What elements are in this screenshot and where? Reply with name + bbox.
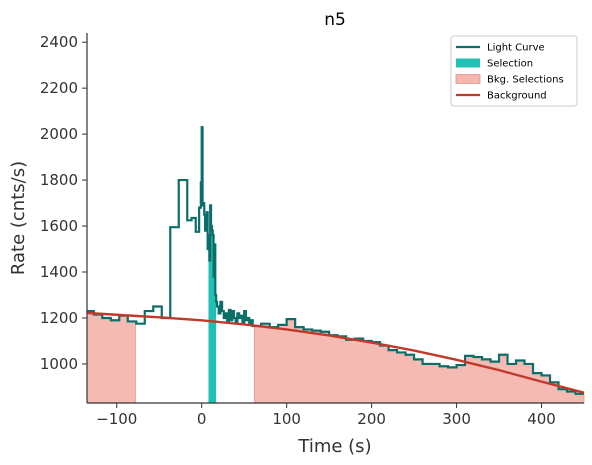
y-tick-label: 1600 (40, 217, 78, 235)
y-tick-label: 1800 (40, 171, 78, 189)
legend-label: Selection (487, 59, 533, 70)
x-ticks: −100 0 100 200 300 400 (96, 403, 556, 428)
legend: Light Curve Selection Bkg. Selections Backg… (450, 35, 578, 107)
legend-swatch (456, 58, 480, 68)
legend-swatch (455, 74, 481, 84)
bkg-selection-region-1 (86, 310, 136, 404)
y-tick-label: 2400 (40, 33, 78, 51)
y-ticks: 1000 1200 1400 1600 1800 2000 2200 2400 (40, 33, 87, 373)
y-tick-label: 1400 (40, 263, 78, 281)
light-curve-series (87, 126, 584, 395)
x-axis-label: Time (s) (297, 436, 371, 457)
y-tick-label: 1000 (40, 355, 78, 373)
y-tick-label: 2000 (40, 125, 78, 143)
legend-label: Background (487, 91, 547, 102)
y-tick-label: 2200 (40, 79, 78, 97)
y-tick-label: 1200 (40, 309, 78, 327)
light-curve-layer (87, 126, 584, 395)
x-tick-label: 300 (442, 410, 471, 428)
background-layer (86, 311, 585, 394)
x-tick-label: 0 (197, 410, 207, 428)
y-axis-label: Rate (cnts/s) (8, 161, 29, 275)
bkg-selections-layer (86, 310, 585, 404)
x-tick-label: −100 (96, 410, 137, 428)
legend-frame (450, 35, 578, 107)
x-tick-label: 100 (272, 410, 301, 428)
legend-label: Bkg. Selections (487, 75, 564, 86)
x-tick-label: 200 (357, 410, 386, 428)
chart-title: n5 (324, 10, 346, 30)
legend-label: Light Curve (487, 43, 545, 54)
axes (86, 33, 584, 404)
background-line (86, 311, 585, 394)
x-tick-label: 400 (527, 410, 556, 428)
